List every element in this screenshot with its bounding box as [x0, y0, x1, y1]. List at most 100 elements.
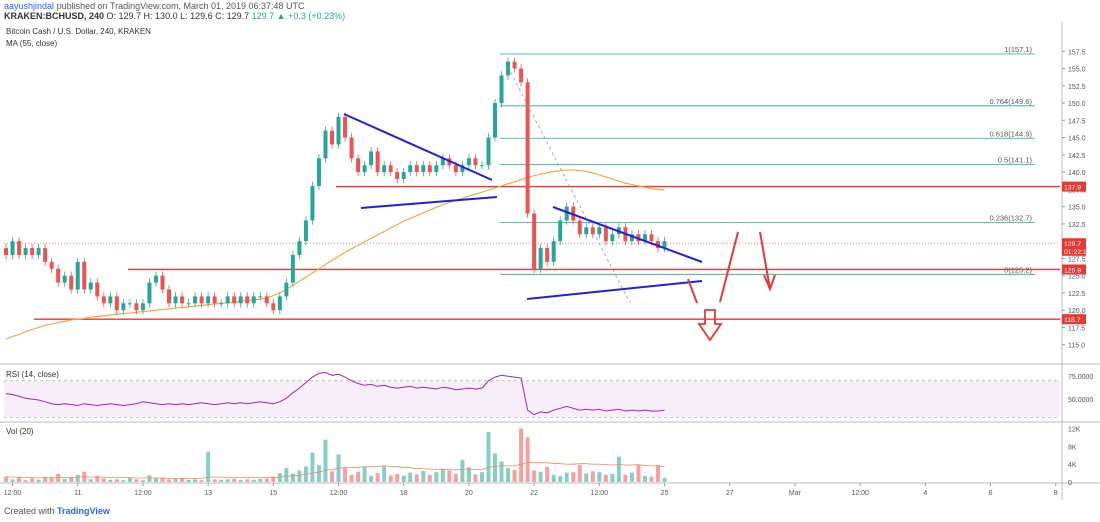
volume-bar	[532, 470, 537, 482]
fib-level-label: 1(157.1)	[1004, 45, 1032, 54]
volume-bar	[232, 478, 237, 482]
candle-body	[532, 213, 537, 269]
volume-bar	[134, 479, 139, 482]
volume-bar	[473, 474, 478, 482]
volume-bar	[571, 472, 576, 482]
candle-body	[597, 227, 602, 235]
volume-bar	[447, 470, 452, 482]
fib-level-label: 0.618(144.9)	[989, 129, 1032, 138]
volume-bar	[577, 465, 582, 482]
candle-body	[10, 241, 15, 255]
candle-body	[564, 206, 569, 221]
projection-arrow-up	[719, 231, 739, 303]
candle-body	[212, 296, 217, 304]
volume-bar	[375, 473, 380, 482]
volume-bar	[545, 466, 550, 482]
price-tick-label: 147.5	[1068, 118, 1086, 125]
candle-body	[453, 165, 458, 173]
price-badge-label: 129.7	[1064, 241, 1081, 248]
volume-bar	[642, 475, 647, 482]
candle-body	[343, 116, 348, 138]
volume-bar	[623, 474, 628, 482]
volume-bar	[434, 472, 439, 482]
volume-bar	[167, 479, 171, 482]
candle-body	[219, 303, 224, 305]
volume-bar	[101, 478, 106, 482]
tradingview-logo[interactable]: TradingView	[57, 506, 110, 516]
price-tick-label: 115.0	[1068, 343, 1085, 350]
volume-bar	[108, 479, 113, 482]
chart-canvas[interactable]: Bitcoin Cash / U.S. Dollar, 240, KRAKEN …	[0, 22, 1100, 500]
projection-arrow-down	[759, 231, 776, 292]
volume-bar	[95, 475, 100, 482]
volume-bar	[636, 464, 641, 482]
volume-bar	[349, 474, 354, 482]
volume-bar	[121, 480, 126, 482]
rsi-band	[4, 380, 1060, 418]
candle-body	[558, 220, 563, 242]
candle-body	[206, 296, 211, 304]
volume-bar	[616, 456, 621, 482]
volume-tick-label: 4K	[1068, 462, 1077, 469]
volume-bar	[160, 477, 165, 482]
chart-frame	[0, 22, 1100, 500]
volume-bar	[258, 478, 263, 482]
price-tick-label: 135.0	[1068, 205, 1086, 212]
price-change: 129.7 ▲ +0.3 (+0.23%)	[251, 11, 346, 21]
volume-bar	[395, 473, 400, 482]
candle-body	[590, 227, 595, 235]
volume-bar	[460, 459, 465, 482]
price-tick-label: 127.5	[1068, 256, 1086, 263]
candle-body	[277, 296, 282, 311]
time-tick-label: 22	[530, 490, 538, 497]
volume-bar	[62, 478, 67, 482]
price-badge	[1062, 245, 1086, 256]
time-tick-label: 27	[726, 490, 734, 497]
volume-bar	[277, 473, 282, 482]
volume-tick-label: 8K	[1068, 444, 1077, 451]
candle-body	[186, 303, 191, 305]
chart-area[interactable]: Bitcoin Cash / U.S. Dollar, 240, KRAKEN …	[0, 22, 1100, 500]
candle-body	[17, 241, 22, 255]
candle-body	[525, 82, 530, 214]
candle-body	[56, 268, 61, 283]
candle-body	[30, 248, 35, 255]
volume-bar	[662, 477, 667, 482]
volume-bar	[290, 473, 295, 482]
candle-body	[264, 296, 269, 304]
volume-bar	[343, 468, 348, 482]
volume-bar	[551, 474, 556, 482]
symbol-line: KRAKEN:BCHUSD, 240 O: 129.7 H: 130.0 L: …	[4, 11, 345, 21]
candle-body	[258, 296, 263, 298]
candle-body	[199, 296, 204, 304]
volume-bar	[264, 478, 269, 482]
candle-body	[271, 303, 276, 311]
volume-bar	[140, 480, 145, 482]
chart-header: aayushjindal published on TradingView.co…	[0, 0, 1100, 22]
price-tick-label: 145.0	[1068, 136, 1086, 143]
price-badge	[1062, 314, 1086, 325]
price-badge	[1062, 264, 1086, 275]
time-tick-label: 12:00	[591, 490, 609, 497]
candle-body	[656, 241, 660, 249]
volume-bar	[440, 468, 445, 482]
fib-trend-dashed	[507, 66, 631, 304]
price-badge	[1062, 181, 1086, 192]
candle-body	[303, 220, 308, 242]
price-badge	[1062, 238, 1086, 249]
candle-body	[330, 130, 334, 145]
candle-body	[62, 275, 67, 283]
symbol-label[interactable]: KRAKEN:BCHUSD, 240	[4, 11, 105, 21]
volume-bar	[212, 479, 217, 482]
candle-body	[629, 234, 634, 242]
publish-info: published on TradingView.com, March 01, …	[56, 1, 305, 11]
candle-body	[538, 248, 543, 269]
volume-bar	[323, 439, 328, 482]
price-badge-label: 125.9	[1064, 267, 1081, 274]
triangle-trendline	[552, 206, 703, 263]
author-link[interactable]: aayushjindal	[4, 1, 55, 11]
candle-body	[493, 103, 497, 138]
volume-bar	[369, 475, 374, 482]
ohlc-values: O: 129.7 H: 130.0 L: 129.6 C: 129.7	[106, 11, 250, 21]
candle-body	[356, 158, 361, 173]
